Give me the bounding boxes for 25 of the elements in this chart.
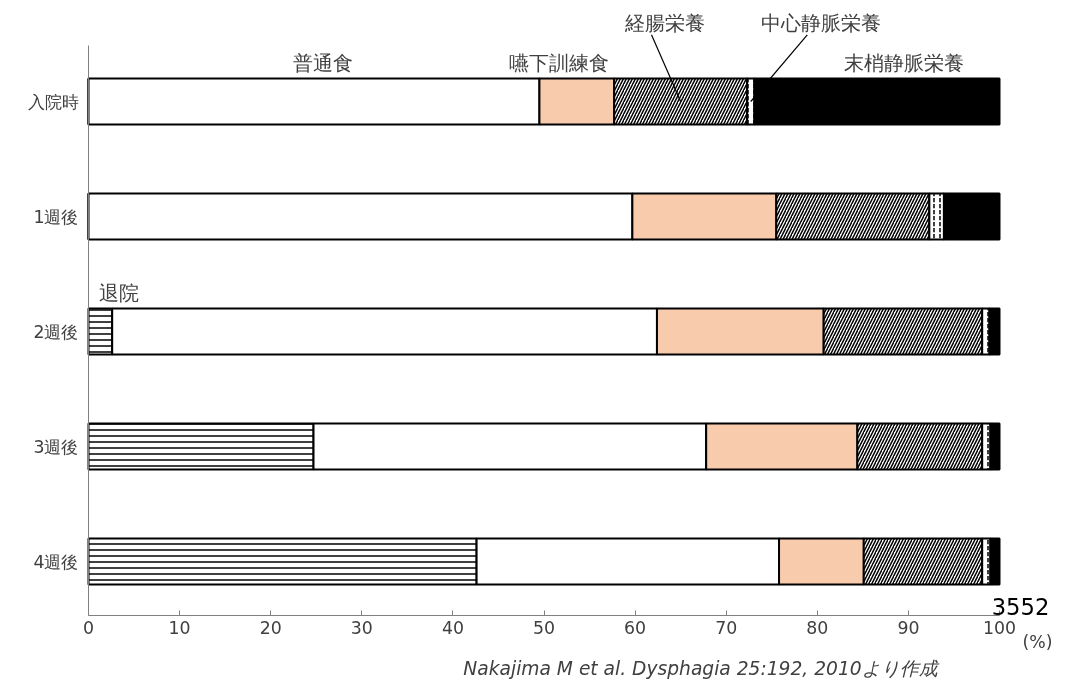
- x-tick-label: 0: [82, 617, 95, 638]
- x-tick-label: 20: [259, 617, 282, 638]
- text: 経腸栄養: [624, 10, 706, 35]
- y-tick-label: 1週後: [33, 206, 79, 227]
- series-label: 普通食: [293, 51, 354, 76]
- x-tick-label: 80: [806, 617, 829, 638]
- series-label: 嚥下訓練食: [508, 51, 609, 76]
- text: 中心静脈栄養: [760, 10, 881, 35]
- x-tick-label: 10: [168, 617, 191, 638]
- series-label: 末梢静脈栄養: [844, 51, 965, 76]
- x-tick-label: 90: [897, 617, 920, 638]
- y-tick-label: 入院時: [27, 91, 79, 112]
- y-tick-label: 3週後: [33, 436, 79, 457]
- y-tick-label: 2週後: [33, 321, 79, 342]
- x-tick-label: 100: [982, 617, 1017, 638]
- x-tick-label: 60: [624, 617, 647, 638]
- x-tick-label: 70: [715, 617, 738, 638]
- x-tick-label: 30: [350, 617, 373, 638]
- text: Nakajima M et al. Dysphagia 25:192, 2010より作成: [463, 658, 940, 679]
- x-tick-label: 50: [532, 617, 556, 638]
- x-tick-label: 40: [441, 617, 464, 638]
- series-label: 退院: [98, 281, 139, 306]
- x-axis-title: (%): [1022, 631, 1053, 652]
- y-tick-label: 4週後: [33, 551, 79, 572]
- annotation: 3552: [991, 594, 1050, 620]
